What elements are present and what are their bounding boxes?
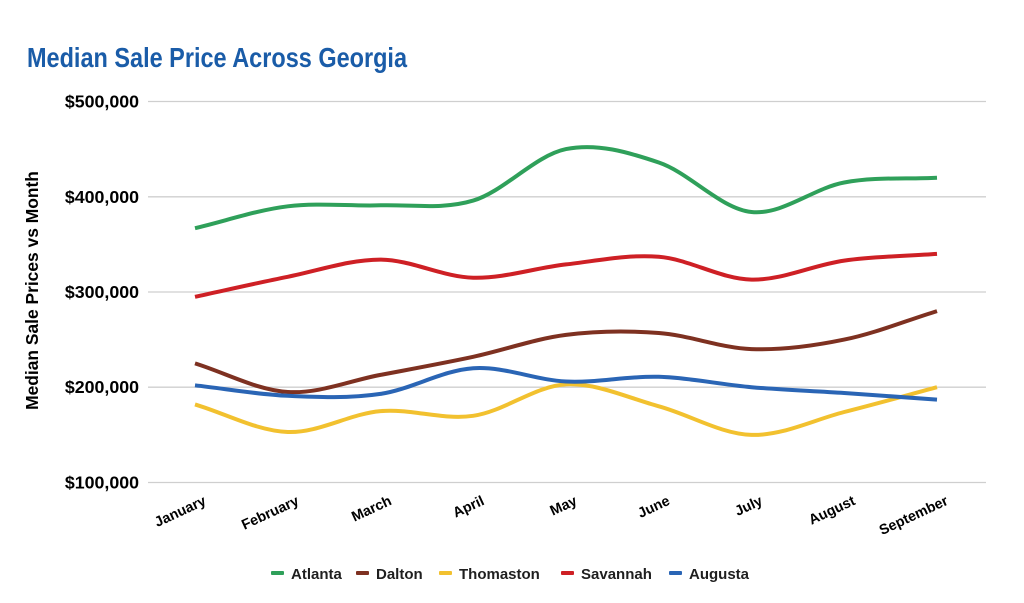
svg-text:$300,000: $300,000 xyxy=(65,282,139,302)
svg-text:$400,000: $400,000 xyxy=(65,187,139,207)
svg-text:$200,000: $200,000 xyxy=(65,377,139,397)
svg-text:Thomaston: Thomaston xyxy=(459,566,540,583)
svg-text:Median Sale Prices vs Month: Median Sale Prices vs Month xyxy=(22,171,42,410)
svg-text:Median Sale Price Across Georg: Median Sale Price Across Georgia xyxy=(27,42,407,73)
svg-text:Augusta: Augusta xyxy=(689,566,750,583)
svg-text:$100,000: $100,000 xyxy=(65,473,139,493)
svg-text:Savannah: Savannah xyxy=(581,566,652,583)
svg-text:$500,000: $500,000 xyxy=(65,92,139,112)
svg-text:Atlanta: Atlanta xyxy=(291,566,342,583)
svg-text:Dalton: Dalton xyxy=(376,566,423,583)
